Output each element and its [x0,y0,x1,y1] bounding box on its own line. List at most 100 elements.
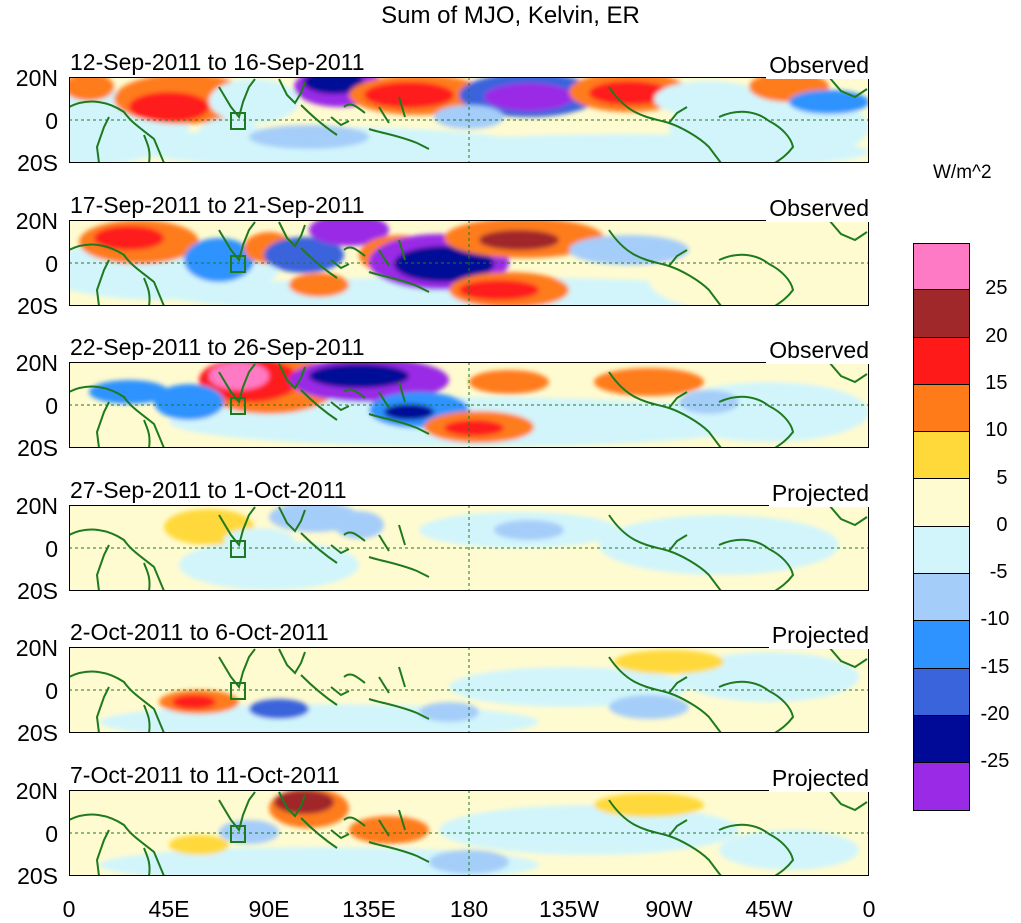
coastline [718,395,795,448]
coastline [378,809,406,837]
latitude-label: 0 [45,821,58,847]
latitude-label: 20N [15,65,58,91]
anomaly-contour [309,364,409,388]
coastline [300,389,338,421]
coastline [343,388,366,399]
panel-type: Projected [768,480,869,507]
anomaly-contour [789,90,869,114]
colorbar-tick-label: 10 [985,419,1008,442]
anomaly-contour [69,523,124,547]
latitude-label: 0 [45,251,58,277]
anomaly-field [69,220,869,306]
panel-date-range: 2-Oct-2011 to 6-Oct-2011 [70,619,329,645]
coastline [300,247,338,279]
coastline [95,401,110,448]
panel-border [69,362,869,448]
coastline [668,249,688,267]
panel-type: Projected [768,622,869,649]
anomaly-contour [264,237,344,273]
latitude-label: 20N [15,350,58,376]
anomaly-contour [384,404,434,420]
coastline [300,532,338,564]
longitude-label: 135E [342,896,396,922]
coastline [95,544,110,591]
longitude-label: 180 [449,896,489,922]
field-svg [69,362,869,448]
panel-type: Observed [766,52,869,79]
anomaly-contour [249,699,309,719]
anomaly-field [69,647,869,733]
colorbar-swatch [913,763,970,811]
anomaly-contour [484,83,574,111]
panel-border [69,647,869,733]
panel-border [69,220,869,306]
anomaly-field [69,790,869,876]
anomaly-contour [594,793,704,817]
longitude-label: 45W [745,896,793,922]
colorbar-tick-label: 15 [985,371,1008,394]
coastline [278,363,306,390]
coastline [278,78,306,105]
coastline [828,647,868,669]
longitude-label: 135W [538,896,600,922]
coastline [368,271,430,293]
latitude-label: 20S [17,578,58,604]
longitude-label: 90W [645,896,693,922]
anomaly-contour [614,650,724,674]
latitude-label: 20N [15,208,58,234]
panel-type: Observed [766,195,869,222]
coastline [343,246,366,257]
map-panel: 27-Sep-2011 to 1-Oct-2011 Projected 20N 0 20… [16,477,869,604]
latitude-label: 0 [45,108,58,134]
colorbar-swatch [913,621,970,669]
latitude-label: 20N [15,635,58,661]
region-box [230,540,246,558]
field-svg [69,220,869,306]
anomaly-contour [444,420,504,436]
coastline [378,666,406,694]
anomaly-contour [209,362,269,390]
longitude-label: 90E [248,896,290,922]
coastline [330,544,350,555]
colorbar-swatch [913,668,970,716]
field-svg [69,77,869,163]
coastline [378,96,406,124]
field-svg [69,790,869,876]
anomaly-contour [169,835,229,855]
coastline [300,817,338,849]
coastline [95,829,110,876]
region-box [230,825,246,843]
anomaly-contour [349,816,429,844]
colorbar-swatch [913,479,970,527]
coastline [343,531,366,542]
panel-date-range: 27-Sep-2011 to 1-Oct-2011 [70,477,347,503]
panel-border [69,790,869,876]
map-panel: 17-Sep-2011 to 21-Sep-2011 Observed 20N 0 20… [16,192,869,319]
anomaly-contour [289,273,349,297]
anomaly-contour [334,511,384,539]
latitude-label: 20S [17,435,58,461]
panel-border [69,505,869,591]
anomaly-field [69,505,869,591]
latitude-label: 0 [45,536,58,562]
coastline [368,698,430,720]
coastline [668,106,688,124]
coastline [69,385,165,448]
figure-title: Sum of MJO, Kelvin, ER [381,2,640,29]
coastline [95,116,110,163]
coastline [668,534,688,552]
colorbar-tick-label: 20 [985,324,1008,347]
region-box [230,112,246,130]
anomaly-contour [419,702,479,722]
colorbar-tick-label: 25 [985,277,1008,300]
coastline [668,819,688,837]
coastline [330,259,350,270]
colorbar-swatch [913,432,970,480]
anomaly-contour [594,368,704,396]
coastline [368,128,430,150]
colorbar-swatch [913,290,970,338]
map-panel: 7-Oct-2011 to 11-Oct-2011 Projected 20N 0 20… [16,762,869,889]
coastline [218,78,256,120]
latitude-label: 20S [17,720,58,746]
coastline [343,673,366,684]
